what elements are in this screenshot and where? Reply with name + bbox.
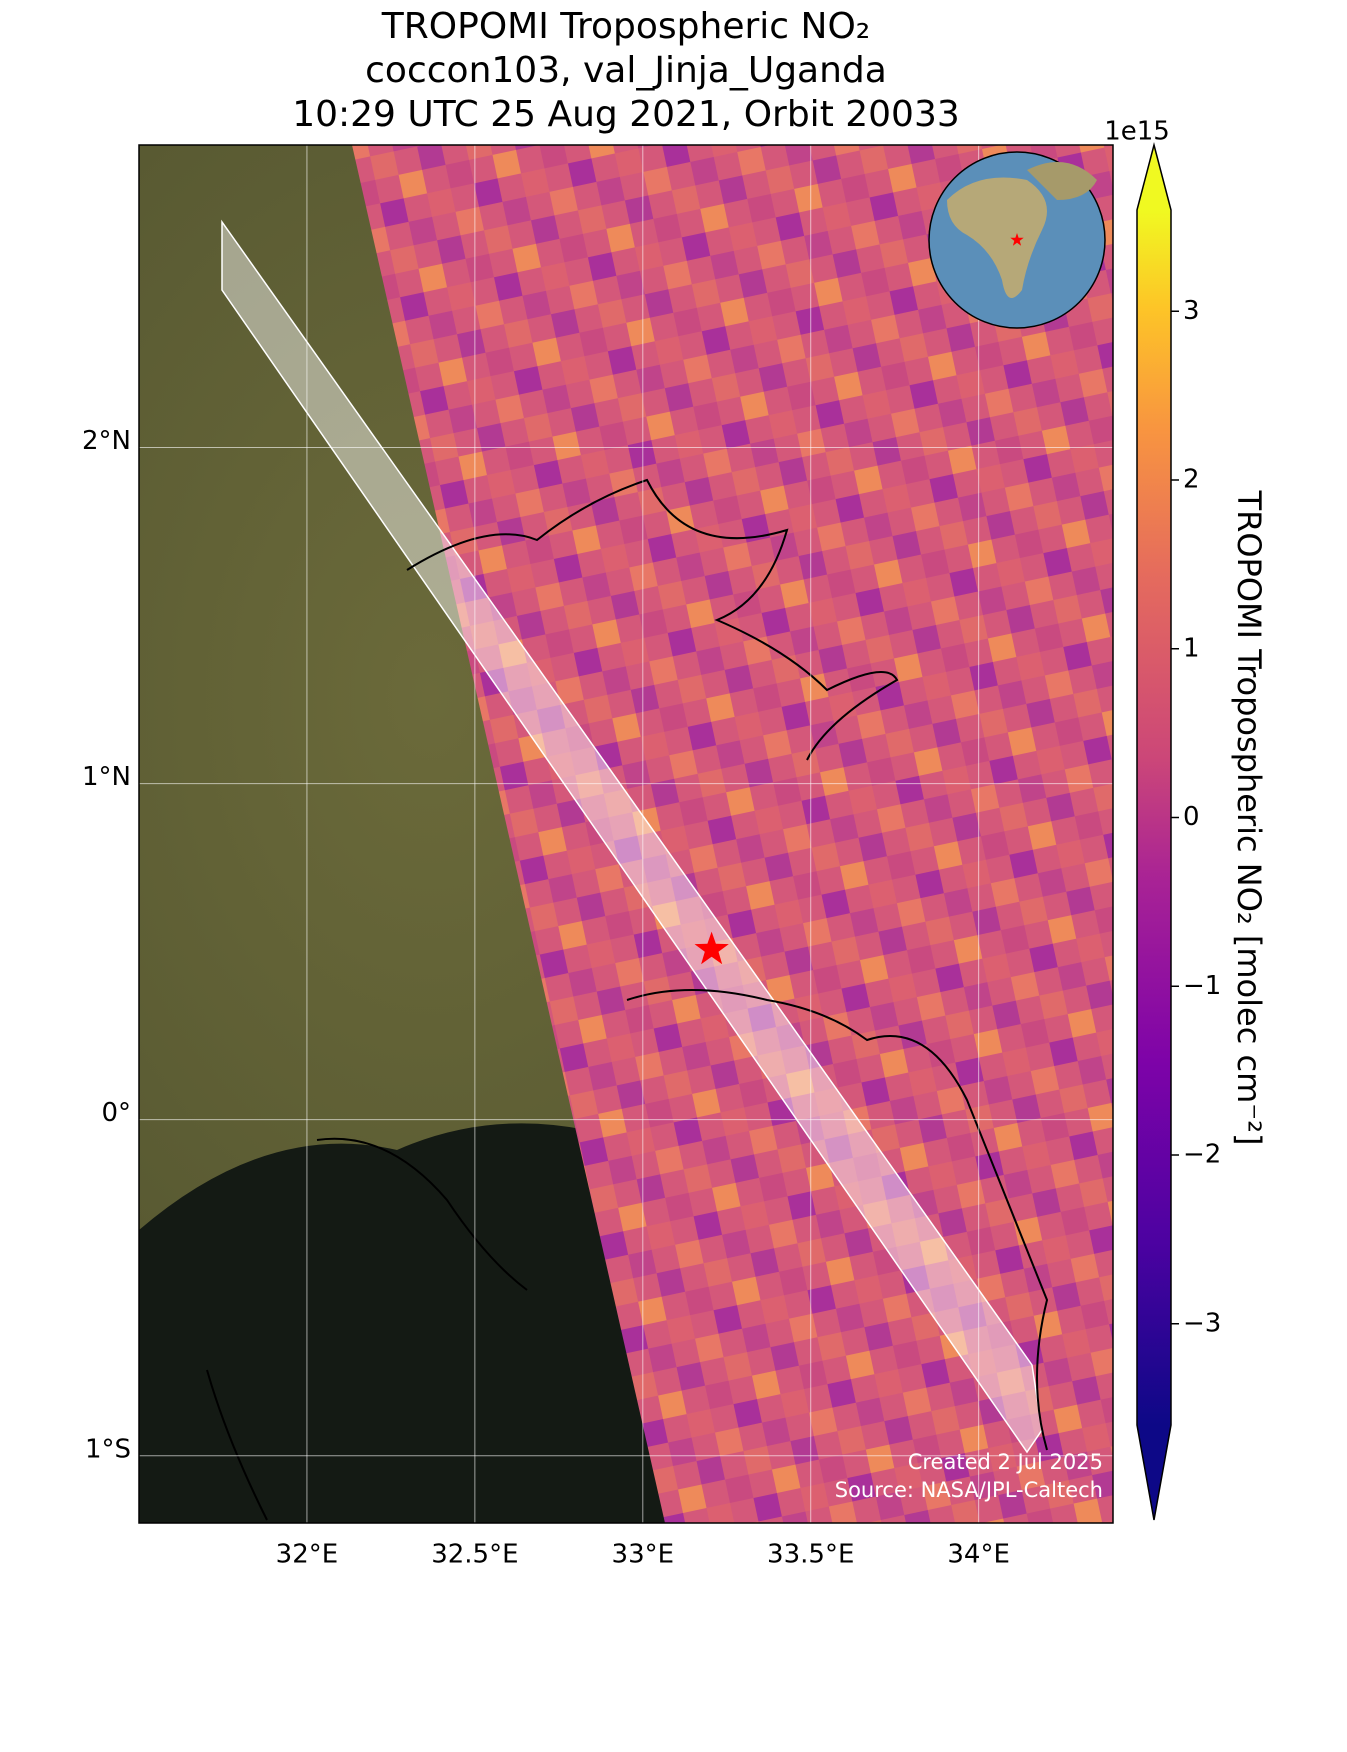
credit: Created 2 Jul 2025 [908,1450,1103,1474]
x-tick-label: 32°E [276,1540,339,1570]
x-tick-label: 34°E [947,1540,1010,1570]
y-tick-label: 1°N [82,762,131,792]
colorbar-multiplier: 1e15 [1104,117,1170,147]
globe-africa [947,177,1047,298]
colorbar-tick-label: 1 [1183,633,1200,663]
axes: 32°E 32.5°E 33°E 33.5°E 34°E 2°N 1°N 0° 1°S [82,426,1010,1570]
y-tick-label: 2°N [82,426,131,456]
globe-asia [1027,162,1097,200]
x-tick-label: 33°E [612,1540,675,1570]
colorbar-gradient [1137,210,1171,1425]
chart-title: TROPOMI Tropospheric NO₂ [381,6,870,47]
map-area: Created 2 Jul 2025 Source: NASA/JPL-Calte… [139,145,1113,1523]
coccon-footprint [221,219,1043,1454]
no2-pixels [352,145,1113,1523]
map-frame [138,144,1114,1524]
globe-station-marker [1010,233,1024,246]
chart-title: 10:29 UTC 25 Aug 2021, Orbit 20033 [292,94,960,135]
marks: Created 2 Jul 2025 Source: NASA/JPL-Calte… [694,931,1103,1502]
colorbar: −3 −2 −1 0 1 2 3 1e15 TROPOMI Tropospheric NO₂ [… [1104,117,1268,1521]
globe-inset [928,151,1106,329]
x-tick-label: 33.5°E [767,1540,854,1570]
colorbar-extend-max [1137,145,1171,210]
colorbar-label: TROPOMI Tropospheric NO₂ [molec cm⁻²] [1230,490,1268,1146]
colorbar-tick-label: 2 [1183,465,1200,495]
y-tick-label: 1°S [85,1434,131,1464]
colorbar-extend-min [1137,1425,1171,1520]
colorbar-tick-label: −3 [1183,1308,1221,1338]
lake-victoria [139,1123,667,1523]
colorbar-outline [1136,142,1172,1521]
colorbar-tick-label: −2 [1183,1140,1221,1170]
colorbar-tick-label: 0 [1183,802,1200,832]
colorbar-tick-label: −1 [1183,971,1221,1001]
credit: Source: NASA/JPL-Caltech [835,1478,1103,1502]
colorbar-tick-label: 3 [1183,296,1200,326]
gridlines [139,145,1113,1523]
station-marker [694,931,729,965]
y-tick-label: 0° [101,1098,131,1128]
x-tick-label: 32.5°E [431,1540,518,1570]
chart-title: coccon103, val_Jinja_Uganda [365,50,887,91]
lake-coastline [206,478,1049,1521]
